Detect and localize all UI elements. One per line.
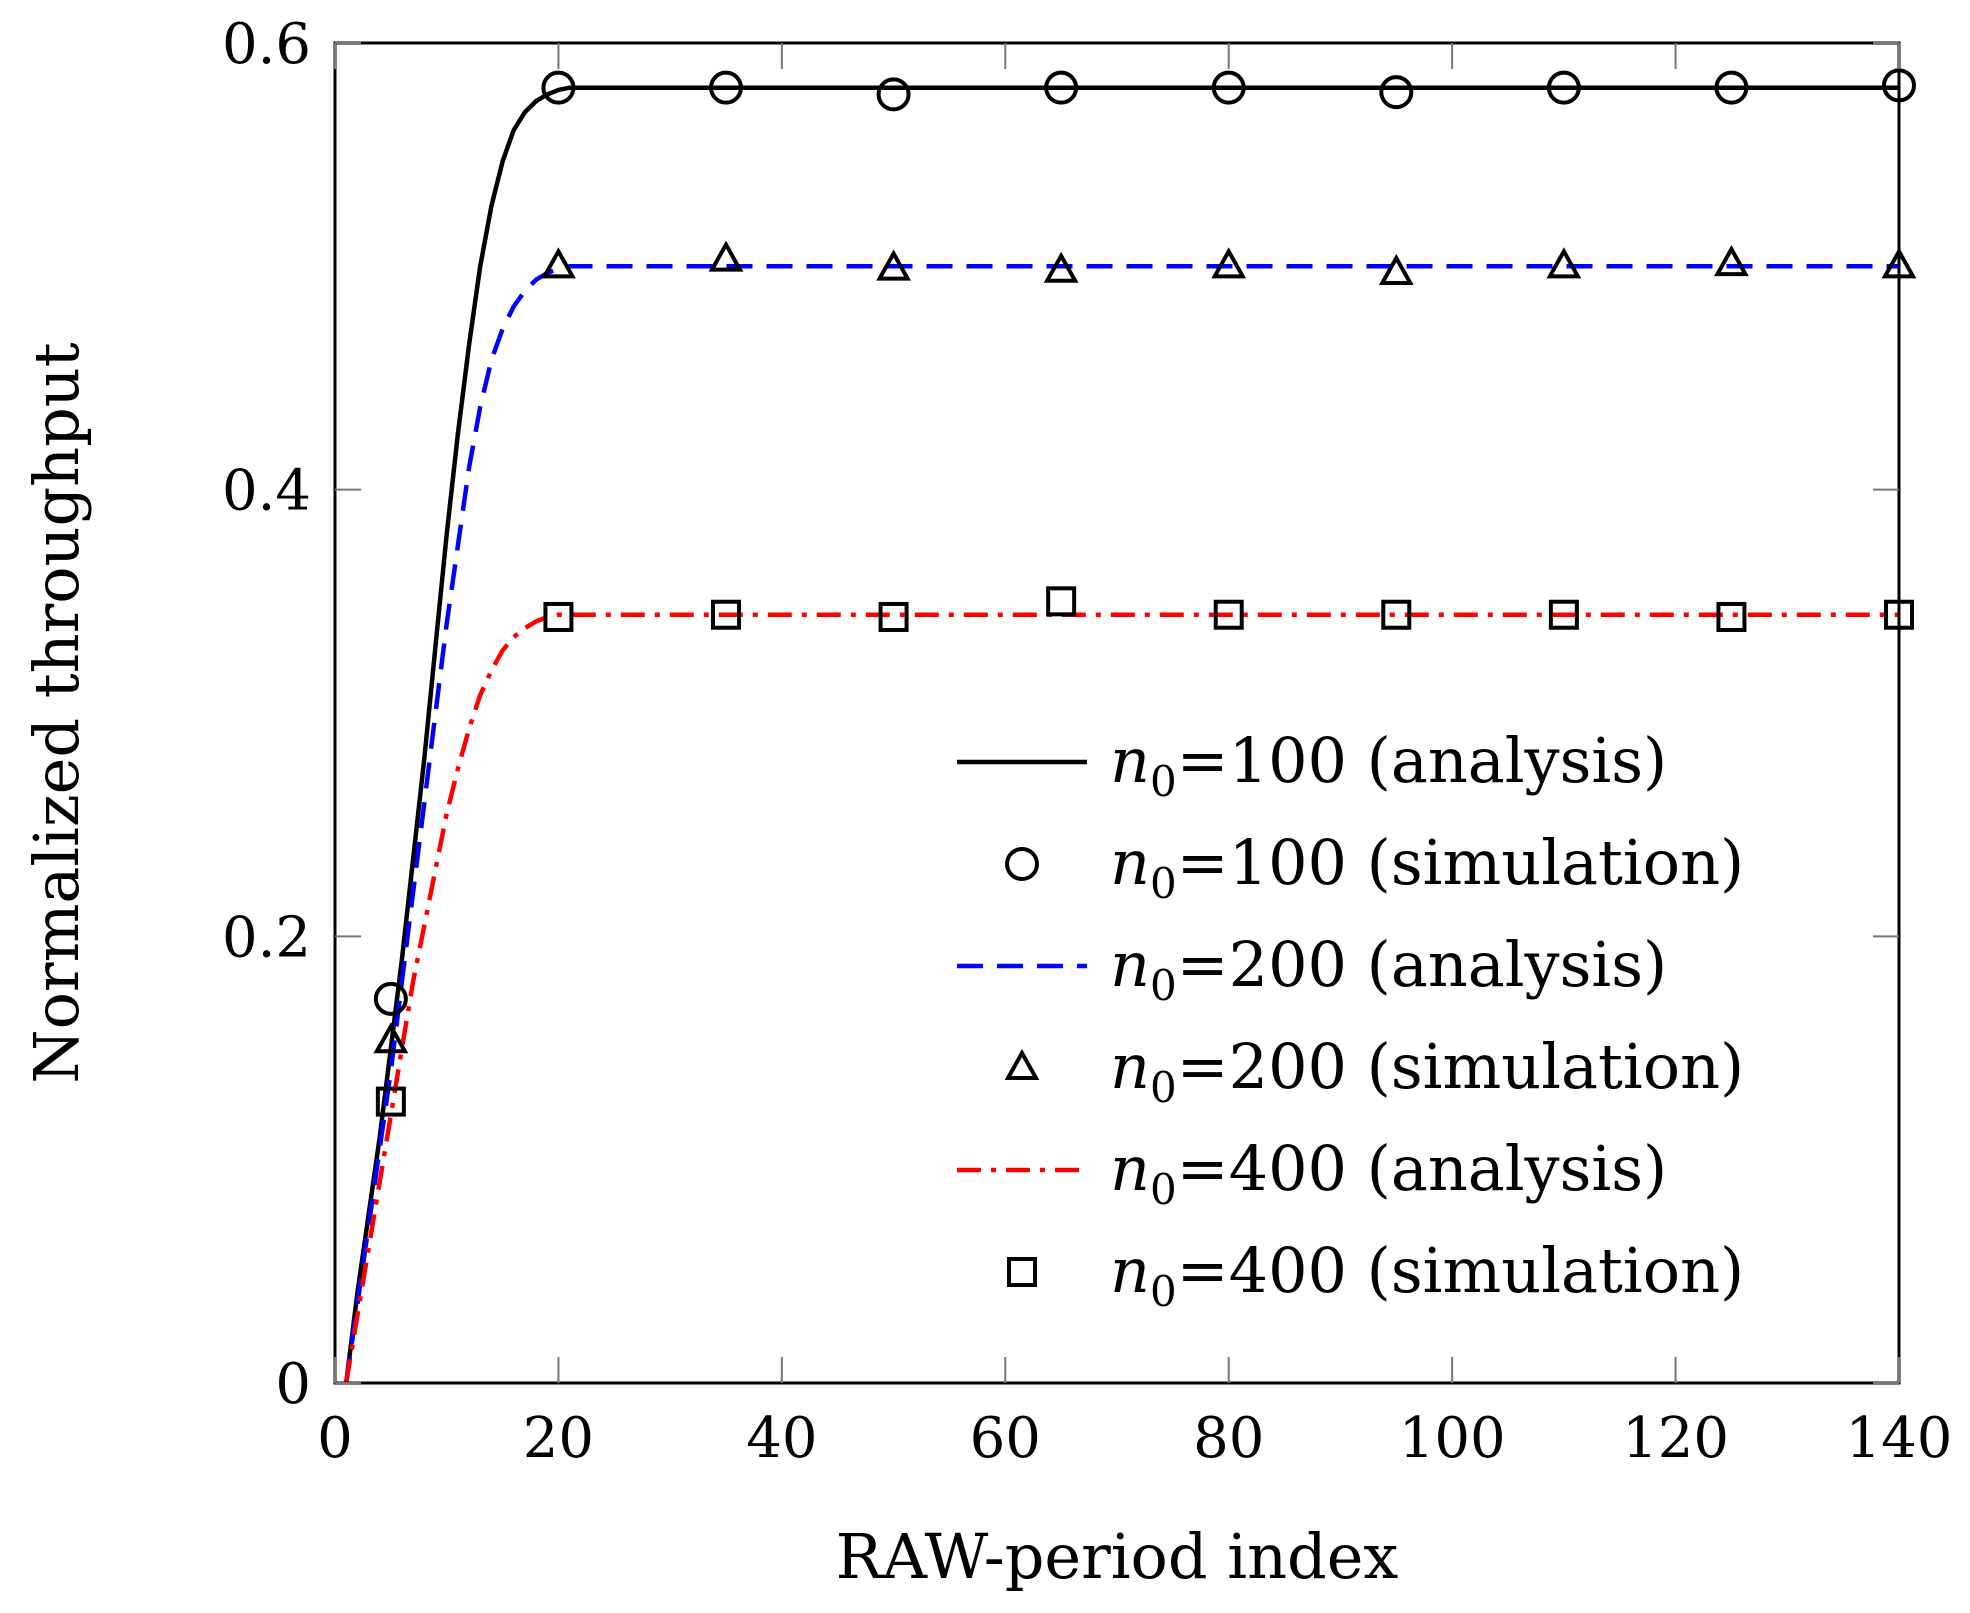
data-point-triangle xyxy=(541,247,576,279)
legend-entry: n0=100 (simulation) xyxy=(1005,826,1744,908)
legend-marker-swatch xyxy=(1007,1257,1037,1287)
x-tick-label: 40 xyxy=(746,1406,817,1471)
x-tick-label: 0 xyxy=(317,1406,353,1471)
legend-marker-swatch xyxy=(1004,1048,1040,1080)
data-point-square xyxy=(543,601,574,632)
legend-marker-swatch xyxy=(1005,847,1039,881)
x-tick-label: 60 xyxy=(970,1406,1041,1471)
data-point-triangle xyxy=(373,1022,409,1054)
data-point-triangle xyxy=(1714,245,1749,277)
data-point-square xyxy=(1213,599,1244,630)
marker-layer xyxy=(373,68,1917,1117)
legend-label: n0=400 (simulation) xyxy=(1110,1234,1744,1316)
legend-label: n0=100 (simulation) xyxy=(1110,826,1744,908)
data-point-circle xyxy=(709,70,743,105)
y-tick-label: 0.4 xyxy=(222,459,311,524)
legend: n0=100 (analysis) n0=100 (simulation) n0=2… xyxy=(957,724,1744,1316)
y-tick-label: 0.2 xyxy=(222,905,311,970)
legend-label: n0=200 (simulation) xyxy=(1110,1030,1744,1112)
data-point-circle xyxy=(541,70,576,105)
series-line-0 xyxy=(343,85,1899,1384)
legend-entry: n0=200 (analysis) xyxy=(957,928,1667,1010)
series-layer xyxy=(343,85,1899,1384)
x-tick-label: 80 xyxy=(1193,1406,1264,1471)
data-point-square xyxy=(878,601,909,632)
x-tick-label: 100 xyxy=(1399,1406,1506,1471)
data-point-square xyxy=(1381,599,1412,630)
legend-entry: n0=400 (simulation) xyxy=(1007,1234,1744,1316)
data-point-circle xyxy=(876,77,911,112)
plot-frame xyxy=(333,41,1901,1385)
data-point-triangle xyxy=(876,249,911,281)
legend-label: n0=200 (analysis) xyxy=(1110,928,1667,1010)
data-point-square xyxy=(1046,586,1077,617)
data-point-square xyxy=(1716,601,1747,632)
y-tick-label: 0 xyxy=(275,1352,311,1417)
legend-entry: n0=100 (analysis) xyxy=(957,724,1667,806)
data-point-triangle xyxy=(1378,253,1414,286)
series-line-2 xyxy=(343,264,1899,1384)
data-point-circle xyxy=(1379,75,1414,110)
data-point-circle xyxy=(1044,70,1079,105)
tick-layer: 0 20 40 60 80 100 120 140 0 0.2 0.4 0.6 xyxy=(222,12,1953,1471)
data-point-circle xyxy=(1714,70,1749,105)
x-tick-label: 120 xyxy=(1622,1406,1729,1471)
data-point-triangle xyxy=(1211,247,1247,279)
x-tick-label: 140 xyxy=(1846,1406,1953,1471)
y-axis-title: Normalized throughput xyxy=(20,342,93,1083)
legend-label: n0=100 (analysis) xyxy=(1110,724,1667,806)
x-axis-title: RAW-period index xyxy=(836,1520,1399,1593)
data-point-circle xyxy=(1546,70,1581,105)
series-line-4 xyxy=(343,612,1899,1384)
y-tick-label: 0.6 xyxy=(222,12,311,77)
legend-entry: n0=200 (simulation) xyxy=(1004,1030,1744,1112)
data-point-triangle xyxy=(708,240,744,272)
data-point-circle xyxy=(373,981,408,1016)
legend-label: n0=400 (analysis) xyxy=(1110,1132,1667,1214)
data-point-circle xyxy=(1211,70,1246,105)
data-point-square xyxy=(711,599,741,630)
data-point-square xyxy=(1548,599,1579,630)
x-tick-label: 20 xyxy=(523,1406,594,1471)
data-point-square xyxy=(375,1086,406,1117)
legend-entry: n0=400 (analysis) xyxy=(957,1132,1667,1214)
data-point-triangle xyxy=(1043,251,1079,283)
data-point-triangle xyxy=(1546,247,1582,279)
